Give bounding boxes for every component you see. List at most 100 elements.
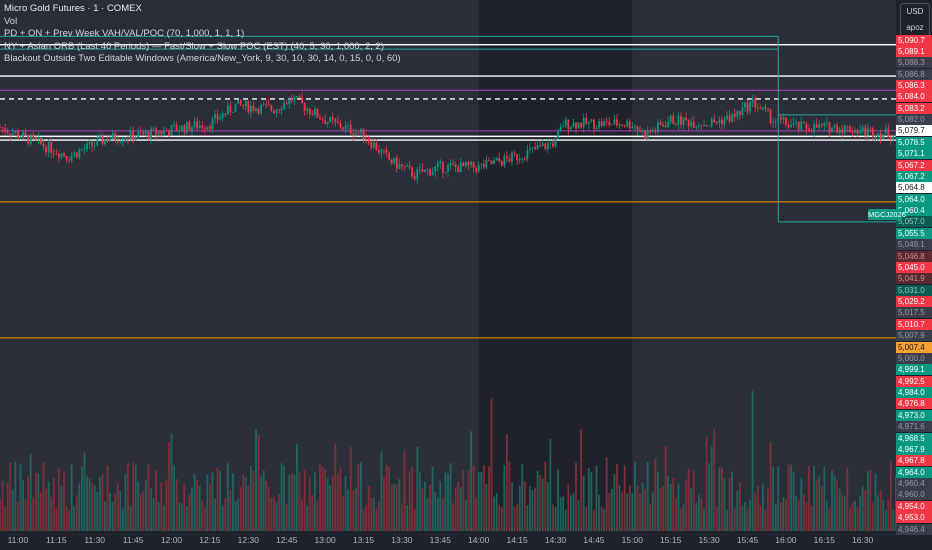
candle-body — [86, 143, 88, 150]
candle-body — [598, 121, 600, 128]
volume-bar — [577, 500, 580, 531]
volume-bar — [70, 464, 73, 531]
candle-body — [339, 122, 342, 128]
volume-bar — [81, 465, 83, 531]
candle-body — [121, 141, 124, 142]
volume-bar — [331, 476, 334, 531]
candle-body — [705, 124, 708, 127]
candle-body — [178, 130, 181, 132]
candle-body — [621, 124, 623, 126]
volume-bar — [511, 482, 513, 531]
volume-bar — [424, 481, 426, 531]
candle-body — [887, 128, 890, 138]
currency-selector[interactable]: USD apoz — [900, 3, 930, 38]
volume-bar — [78, 483, 81, 531]
candle-body — [500, 161, 503, 166]
candle-body — [262, 104, 265, 106]
candle-body — [690, 122, 693, 127]
candle-body — [608, 121, 611, 126]
candle-body — [577, 122, 580, 129]
volume-bar — [408, 471, 411, 531]
volume-bar — [710, 446, 713, 531]
time-tick-label: 14:45 — [583, 535, 605, 545]
volume-bar — [270, 497, 273, 531]
volume-bar — [559, 497, 562, 531]
candle-body — [96, 138, 99, 146]
volume-bar — [229, 490, 232, 531]
candle-body — [733, 113, 736, 117]
time-axis[interactable]: 11:00 11:15 11:30 11:45 12:00 12:15 12:30 12:45… — [0, 531, 932, 550]
time-tick-label: 14:00 — [468, 535, 490, 545]
volume-bar — [516, 503, 519, 531]
candle-body — [9, 133, 12, 136]
candle-body — [557, 131, 559, 139]
candle-body — [795, 121, 798, 123]
candle-body — [603, 121, 606, 126]
candle-body — [680, 115, 682, 126]
volume-bar — [257, 434, 260, 531]
price-tag: 4,971.6 — [896, 421, 932, 433]
candle-body — [372, 142, 375, 148]
candle-body — [155, 128, 158, 135]
candle-body — [808, 128, 810, 131]
candle-body — [546, 143, 549, 149]
candle-body — [861, 127, 864, 131]
time-tick-label: 16:00 — [775, 535, 797, 545]
volume-bar — [713, 429, 716, 531]
candle-body — [180, 125, 183, 131]
volume-bar — [884, 509, 887, 531]
candle-body — [321, 119, 324, 121]
candle-body — [477, 164, 480, 172]
volume-bar — [129, 505, 132, 531]
candle-body — [319, 117, 321, 120]
indicator-blackout[interactable]: Blackout Outside Two Editable Windows (A… — [4, 53, 401, 64]
scale-setting[interactable]: apoz — [906, 23, 924, 32]
volume-bar — [6, 482, 9, 531]
volume-bar — [4, 506, 7, 531]
volume-bar — [797, 500, 800, 531]
candle-body — [285, 102, 288, 105]
candle-body — [582, 117, 585, 128]
candle-body — [662, 124, 664, 126]
candle-body — [713, 119, 716, 123]
volume-bar — [546, 481, 549, 531]
currency-code[interactable]: USD — [906, 7, 924, 16]
volume-bar — [265, 480, 268, 531]
volume-bar — [526, 504, 529, 531]
candle-body — [4, 128, 7, 132]
volume-bar — [188, 493, 191, 531]
volume-bar — [377, 501, 380, 531]
volume-bar — [682, 504, 685, 531]
candle-body — [718, 119, 721, 123]
candle-body — [541, 143, 544, 147]
volume-bar — [493, 496, 495, 531]
volume-legend[interactable]: Vol — [4, 15, 18, 27]
candle-body — [6, 131, 9, 134]
symbol-title[interactable]: Micro Gold Futures · 1 · COMEX — [4, 3, 142, 14]
volume-bar — [657, 472, 659, 531]
volume-bar — [42, 461, 45, 531]
candle-body — [22, 132, 24, 138]
volume-bar — [680, 508, 682, 531]
indicator-orb[interactable]: NY + Asian ORB (Last 40 Periods) — Fast/… — [4, 40, 384, 52]
volume-bar — [646, 462, 649, 531]
volume-bar — [411, 466, 414, 531]
candle-body — [695, 126, 698, 128]
volume-bar — [664, 446, 667, 531]
candle-body — [590, 119, 593, 122]
volume-bar — [764, 508, 767, 531]
candle-body — [505, 155, 508, 159]
time-tick-label: 12:15 — [199, 535, 221, 545]
volume-bar — [86, 475, 88, 531]
volume-bar — [436, 497, 439, 531]
price-tag: 4,960.0 — [896, 489, 932, 501]
volume-bar — [674, 498, 677, 531]
candle-body — [45, 146, 47, 153]
candle-body — [787, 124, 790, 128]
candle-body — [575, 122, 577, 129]
indicator-vah-val-poc[interactable]: PD + ON + Prev Week VAH/VAL/POC (70, 1,0… — [4, 28, 245, 39]
candle-body — [413, 176, 416, 179]
candle-body — [418, 169, 421, 170]
price-tag: 5,029.2 — [896, 296, 932, 308]
